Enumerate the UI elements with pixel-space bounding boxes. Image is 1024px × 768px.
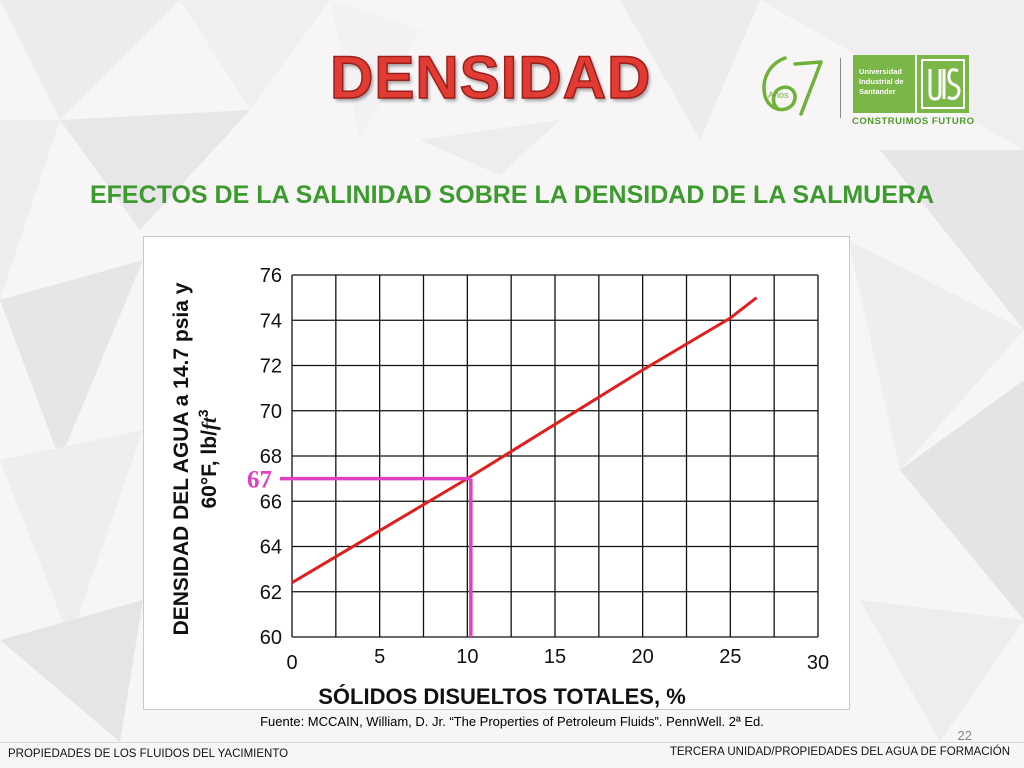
y-axis-label-line1: DENSIDAD DEL AGUA a 14.7 psia y [170, 282, 193, 635]
chart-panel: 67 60 62 64 66 68 70 72 74 76 0 5 10 15 20 25 30 SÓLIDO… [143, 236, 850, 710]
annotation-layer: 67 [247, 467, 473, 637]
y-axis-label-prefix: 60°F, lb/ [198, 430, 221, 509]
density-series-line [291, 296, 758, 584]
university-name-box: Universidad Industrial de Santander [853, 55, 915, 113]
y-tick-label: 62 [260, 582, 282, 604]
page-number: 22 [957, 728, 972, 743]
y-axis-label-line2: 60°F, lb/ft3 [195, 409, 221, 508]
university-line: Universidad [859, 67, 902, 76]
salinity-density-chart: 67 60 62 64 66 68 70 72 74 76 0 5 10 15 20 25 30 SÓLIDO… [170, 265, 829, 709]
university-line: Santander [859, 87, 896, 96]
tick-labels: 60 62 64 66 68 70 72 74 76 0 5 10 15 20 25 30 [260, 265, 829, 674]
y-tick-label: 70 [260, 401, 282, 423]
y-axis-label-exponent: 3 [195, 409, 211, 417]
slide-title: DENSIDAD [329, 44, 652, 111]
x-tick-label: 30 [807, 652, 829, 674]
y-tick-label: 76 [260, 265, 282, 287]
x-tick-label: 20 [632, 646, 654, 668]
uis-mark-icon [917, 55, 969, 113]
x-tick-label: 0 [286, 652, 297, 674]
footer-unit-title: TERCERA UNIDAD/PROPIEDADES DEL AGUA DE F… [669, 746, 1010, 758]
x-tick-label: 10 [456, 646, 478, 668]
x-tick-label: 5 [374, 646, 385, 668]
y-tick-label: 60 [260, 627, 282, 649]
footer-rule [0, 742, 1024, 743]
y-tick-label: 64 [260, 537, 282, 559]
series-layer [291, 296, 758, 584]
university-line: Industrial de [859, 77, 904, 86]
y-tick-label: 72 [260, 356, 282, 378]
footer-course-title: PROPIEDADES DE LOS FLUIDOS DEL YACIMIENT… [8, 748, 289, 760]
annotation-label: 67 [247, 467, 272, 494]
anniversary-67-logo-icon: Años [762, 56, 823, 116]
x-tick-label: 15 [544, 646, 566, 668]
x-tick-label: 25 [719, 646, 741, 668]
y-tick-label: 68 [260, 446, 282, 468]
y-tick-label: 66 [260, 491, 282, 513]
grid-lines [291, 274, 819, 638]
source-citation: Fuente: MCCAIN, William, D. Jr. “The Pro… [260, 714, 764, 729]
slide-subtitle: EFECTOS DE LA SALINIDAD SOBRE LA DENSIDA… [89, 181, 935, 209]
logo-divider [840, 58, 841, 118]
university-logo: Años Universidad Industrial de Santander… [755, 50, 985, 130]
anniversary-text: Años [768, 90, 789, 100]
university-slogan: CONSTRUIMOS FUTURO [852, 116, 975, 127]
x-axis-label: SÓLIDOS DISUELTOS TOTALES, % [318, 684, 686, 709]
y-tick-label: 74 [260, 310, 282, 332]
y-axis-label: DENSIDAD DEL AGUA a 14.7 psia y 60°F, lb… [170, 282, 221, 635]
y-axis-label-unit: ft [197, 416, 221, 430]
